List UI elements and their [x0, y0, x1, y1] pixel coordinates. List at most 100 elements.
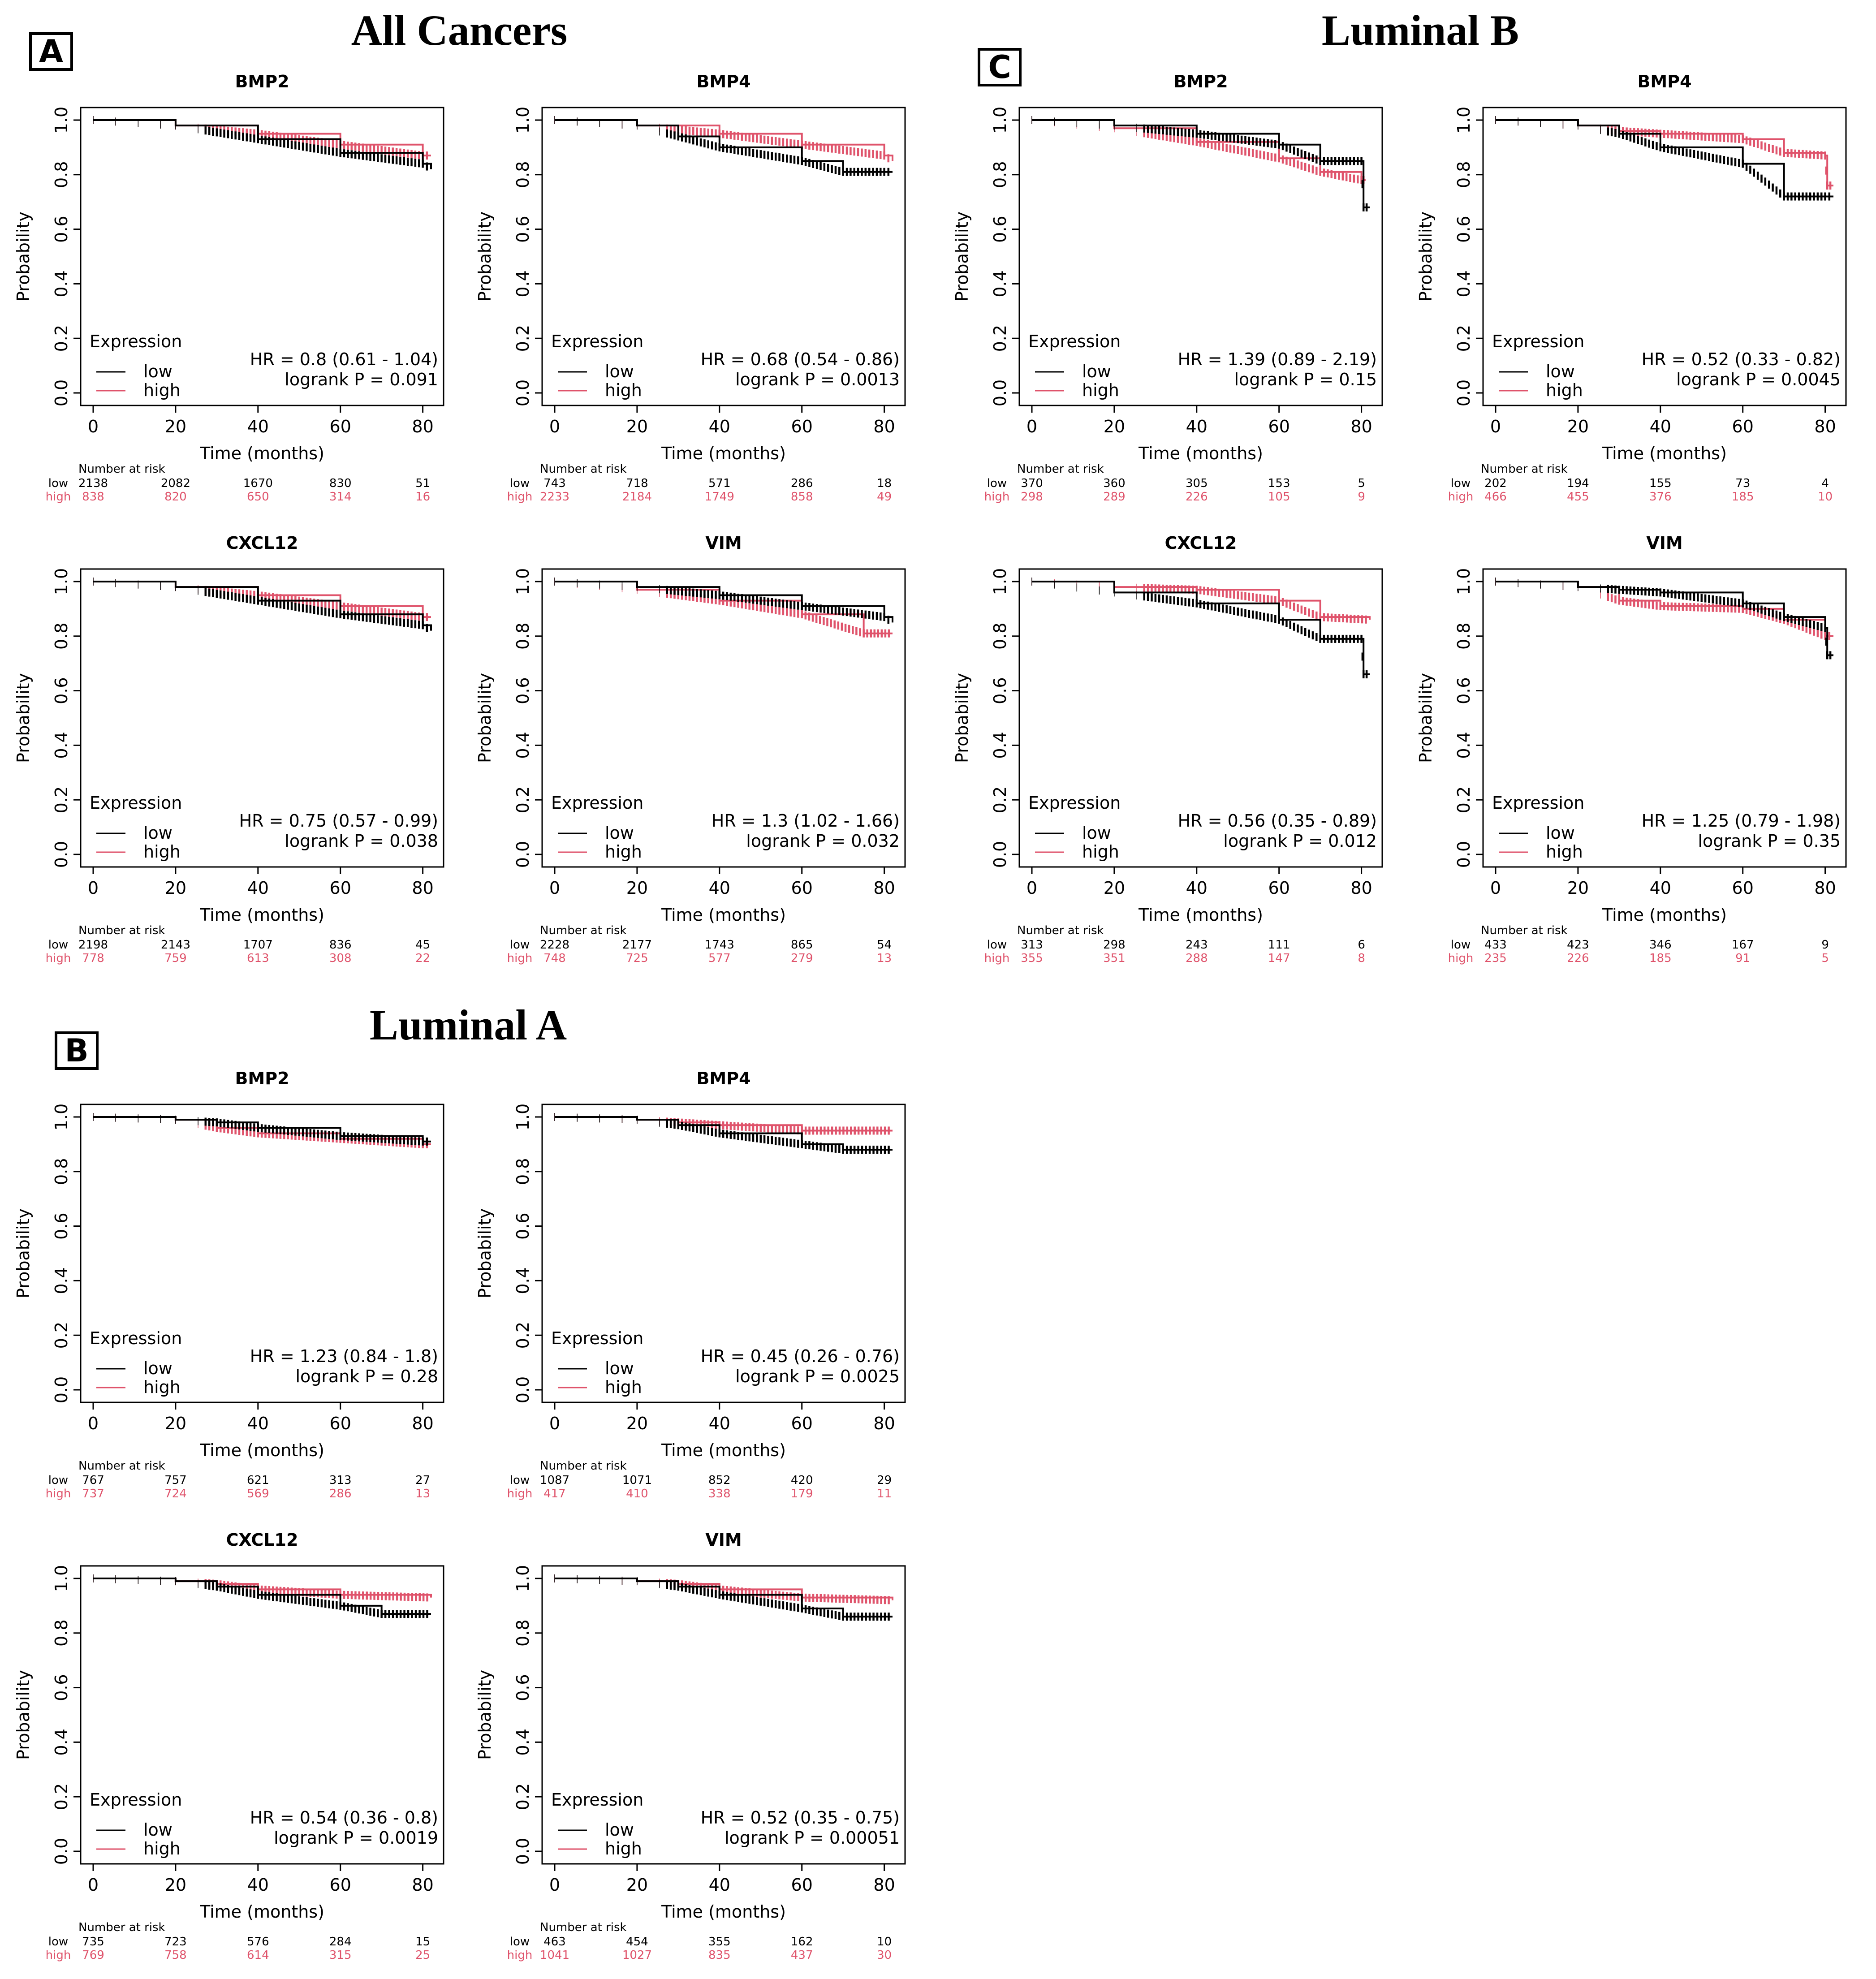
risk-count-low: 420	[791, 1474, 813, 1487]
risk-count-low: 370	[1021, 477, 1043, 490]
legend-label-low: low	[605, 1358, 634, 1378]
section-letter: B	[65, 1032, 88, 1069]
risk-count-high: 858	[791, 490, 813, 504]
risk-row-label-high: high	[46, 1949, 71, 1962]
hazard-ratio: HR = 1.39 (0.89 - 2.19)	[1178, 349, 1377, 369]
risk-count-high: 105	[1268, 490, 1290, 504]
legend-title: Expression	[1028, 332, 1121, 351]
y-tick-label: 0.8	[513, 1158, 533, 1185]
plot-title: BMP4	[696, 72, 750, 91]
km-plot-c-bmp4: BMP4 0.0 0.2 0.4 0.6 0.8 1.0 Probability 0 20 40 60…	[1416, 72, 1847, 504]
number-at-risk-label: Number at risk	[78, 1459, 165, 1473]
risk-count-low: 2198	[78, 938, 108, 952]
y-axis-label: Probability	[1416, 211, 1436, 302]
y-tick-label: 0.8	[52, 623, 71, 650]
risk-count-high: 835	[708, 1949, 731, 1962]
risk-count-low: 571	[708, 477, 731, 490]
legend-label-high: high	[1546, 842, 1583, 862]
risk-row-label-low: low	[1451, 938, 1471, 952]
section-letter-box	[978, 48, 1022, 86]
logrank-p: logrank P = 0.35	[1698, 831, 1841, 851]
legend-label-low: low	[605, 362, 634, 381]
risk-row-label-high: high	[507, 1487, 533, 1500]
plot-frame	[80, 1104, 444, 1403]
plot-title: VIM	[705, 1530, 742, 1550]
x-axis-label: Time (months)	[661, 1440, 786, 1460]
risk-count-low: 718	[626, 477, 648, 490]
y-tick-label: 0.0	[990, 379, 1010, 406]
y-tick-label: 0.2	[513, 1783, 533, 1810]
y-tick-label: 0.0	[52, 379, 71, 406]
legend-label-high: high	[143, 1377, 181, 1397]
y-tick-label: 0.8	[513, 161, 533, 188]
risk-count-high: 288	[1186, 952, 1208, 965]
y-tick-label: 0.4	[52, 1729, 71, 1755]
risk-count-low: 852	[708, 1474, 731, 1487]
y-tick-label: 1.0	[52, 1565, 71, 1592]
y-tick-label: 1.0	[990, 107, 1010, 134]
hazard-ratio: HR = 0.68 (0.54 - 0.86)	[701, 349, 900, 369]
x-tick-label: 60	[791, 417, 813, 436]
y-axis-label: Probability	[13, 211, 33, 302]
plot-title: CXCL12	[226, 1530, 298, 1550]
x-tick-label: 40	[247, 878, 269, 898]
risk-count-low: 202	[1484, 477, 1507, 490]
section-a: All Cancers A	[29, 6, 567, 71]
risk-count-high: 338	[708, 1487, 731, 1500]
legend-title: Expression	[551, 793, 643, 813]
plot-frame	[1018, 568, 1383, 868]
y-axis-label: Probability	[13, 1208, 33, 1298]
x-tick-label: 80	[412, 1875, 433, 1895]
risk-count-low: 735	[82, 1935, 104, 1949]
risk-count-low: 6	[1358, 938, 1365, 952]
x-tick-label: 60	[791, 878, 813, 898]
risk-count-high: 417	[543, 1487, 566, 1500]
x-tick-label: 0	[88, 878, 99, 898]
y-tick-label: 0.2	[990, 325, 1010, 352]
x-tick-label: 80	[873, 1414, 895, 1433]
km-plot-b-vim: VIM 0.0 0.2 0.4 0.6 0.8 1.0 Probability 0 20 40 60 8…	[475, 1530, 906, 1962]
x-axis-label: Time (months)	[199, 1902, 324, 1922]
km-plot-b-cxcl12: CXCL12 0.0 0.2 0.4 0.6 0.8 1.0 Probability 0 20 40…	[13, 1530, 444, 1962]
risk-count-high: 22	[415, 952, 430, 965]
hazard-ratio: HR = 0.45 (0.26 - 0.76)	[701, 1346, 900, 1366]
risk-row-label-high: high	[984, 490, 1010, 504]
risk-count-high: 226	[1186, 490, 1208, 504]
risk-count-high: 614	[247, 1949, 269, 1962]
x-axis-label: Time (months)	[199, 905, 324, 925]
x-axis-label: Time (months)	[1138, 905, 1263, 925]
y-tick-label: 0.8	[52, 161, 71, 188]
y-tick-label: 1.0	[990, 568, 1010, 595]
risk-count-low: 45	[415, 938, 430, 952]
section-title: Luminal A	[370, 1001, 567, 1049]
x-tick-label: 20	[626, 417, 648, 436]
risk-count-low: 454	[626, 1935, 648, 1949]
section-letter-box	[29, 32, 73, 71]
risk-count-low: 286	[791, 477, 813, 490]
km-curve-low	[1496, 581, 1833, 656]
x-tick-label: 40	[1650, 417, 1671, 436]
x-tick-label: 20	[626, 878, 648, 898]
y-tick-label: 0.2	[52, 325, 71, 352]
risk-count-low: 743	[543, 477, 566, 490]
y-tick-label: 0.6	[513, 1674, 533, 1701]
km-plot-a-bmp2: BMP2 0.0 0.2 0.4 0.6 0.8 1.0 Probability 0 20 40 60…	[13, 72, 444, 504]
y-tick-label: 0.0	[990, 841, 1010, 868]
legend-label-low: low	[143, 1820, 173, 1840]
y-tick-label: 0.4	[990, 270, 1010, 297]
x-tick-label: 80	[412, 417, 433, 436]
km-plot-c-vim: VIM 0.0 0.2 0.4 0.6 0.8 1.0 Probability 0 20 40 60 8…	[1416, 533, 1847, 965]
number-at-risk-label: Number at risk	[540, 462, 627, 476]
y-tick-label: 0.6	[990, 677, 1010, 704]
y-tick-label: 0.8	[513, 1620, 533, 1647]
y-tick-label: 0.2	[990, 786, 1010, 813]
risk-count-high: 778	[82, 952, 104, 965]
risk-count-high: 185	[1649, 952, 1672, 965]
y-tick-label: 1.0	[513, 1104, 533, 1130]
y-tick-label: 0.6	[513, 216, 533, 242]
y-tick-label: 0.2	[513, 786, 533, 813]
x-axis-label: Time (months)	[1138, 444, 1263, 463]
risk-count-low: 194	[1567, 477, 1589, 490]
x-tick-label: 60	[1732, 417, 1754, 436]
